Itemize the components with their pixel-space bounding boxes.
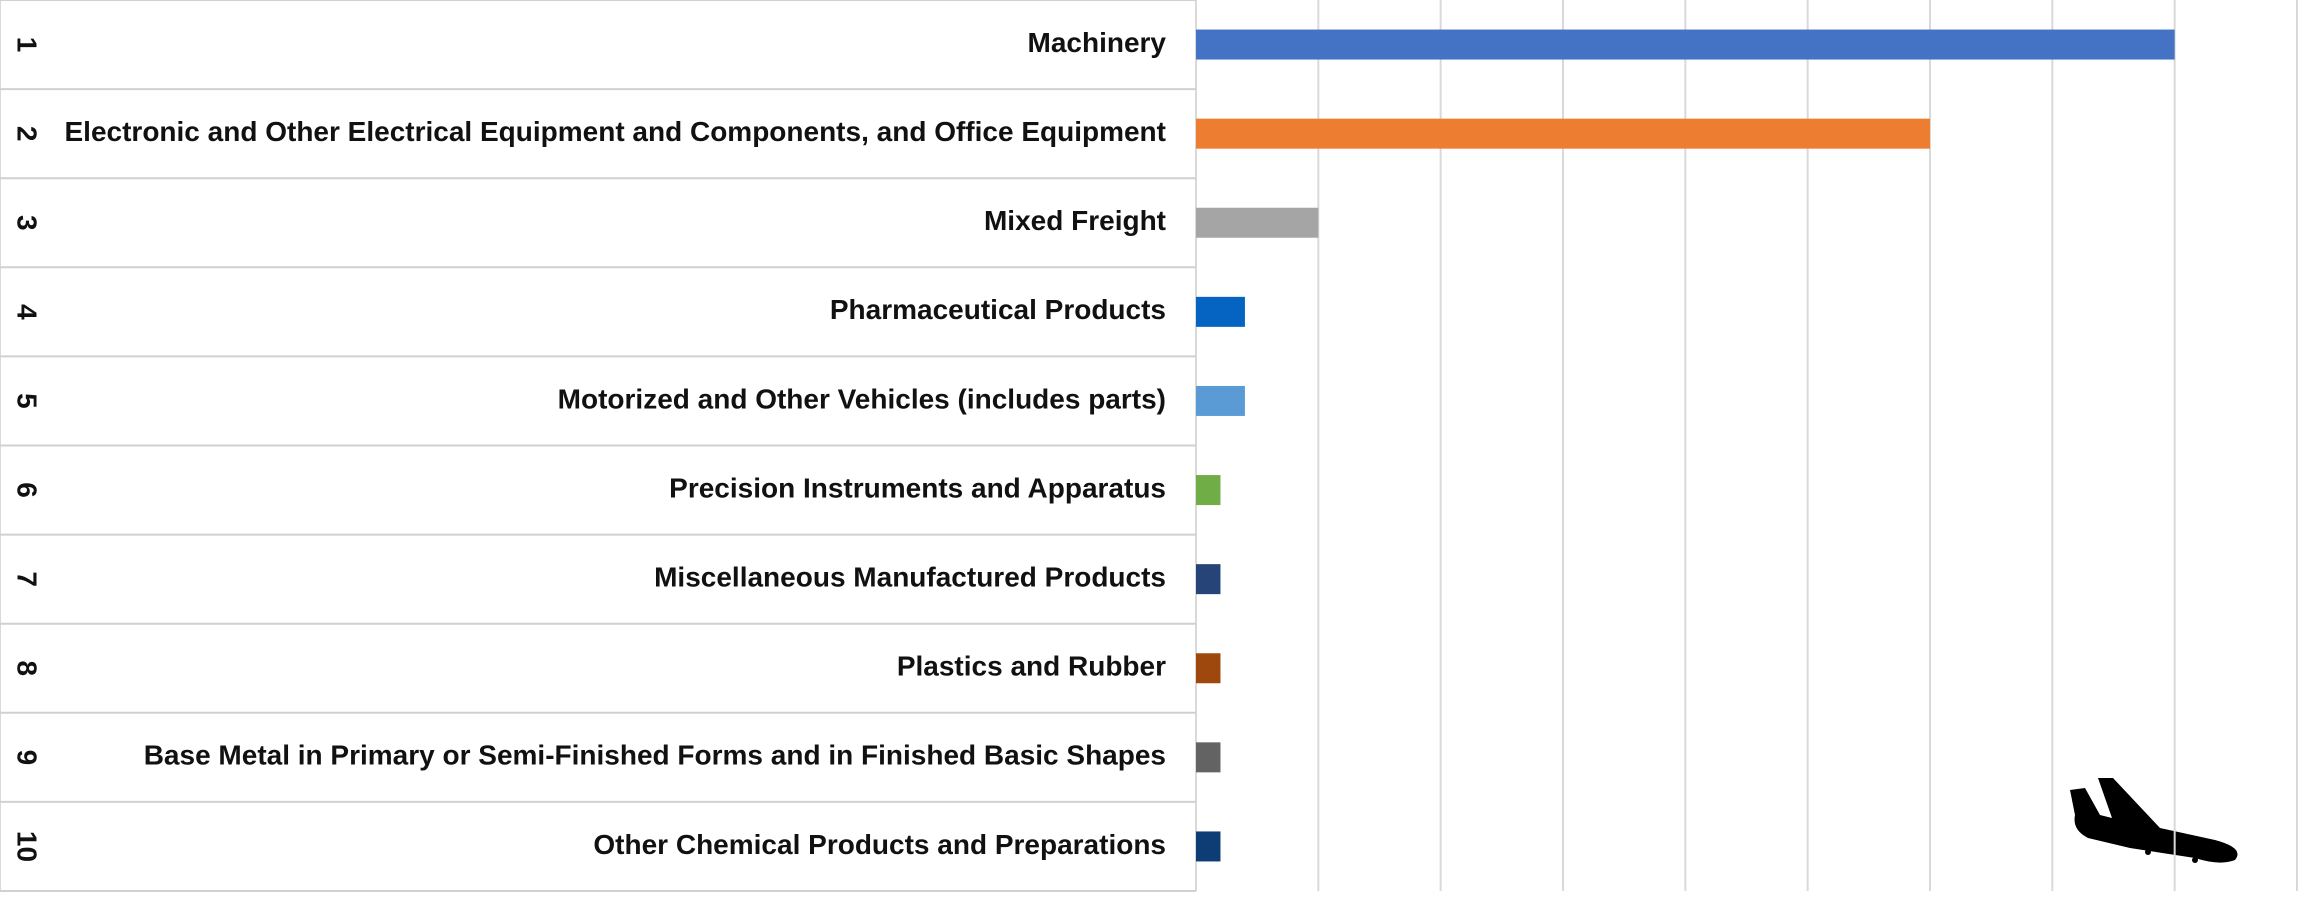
- rank-label: 3: [12, 215, 43, 231]
- rank-label: 9: [12, 750, 43, 766]
- rank-label: 1: [12, 37, 43, 53]
- bar: [1196, 564, 1221, 595]
- bar: [1196, 742, 1221, 773]
- airplane-icon: [2070, 778, 2238, 863]
- bar: [1196, 831, 1221, 862]
- category-label: Mixed Freight: [984, 205, 1166, 236]
- rank-label: 7: [12, 571, 43, 587]
- bar: [1196, 296, 1245, 327]
- rank-label: 6: [12, 482, 43, 498]
- bar: [1196, 118, 1930, 149]
- rank-label: 2: [12, 126, 43, 142]
- rank-label: 10: [12, 831, 43, 862]
- bar: [1196, 207, 1319, 238]
- category-label: Machinery: [1028, 27, 1167, 58]
- category-label: Miscellaneous Manufactured Products: [654, 562, 1166, 593]
- category-label: Other Chemical Products and Preparations: [593, 829, 1166, 860]
- bar: [1196, 475, 1221, 506]
- category-label: Pharmaceutical Products: [830, 294, 1166, 325]
- category-label: Motorized and Other Vehicles (includes p…: [558, 383, 1166, 414]
- bar: [1196, 385, 1245, 416]
- category-label: Plastics and Rubber: [897, 651, 1166, 682]
- rank-label: 8: [12, 660, 43, 676]
- category-label: Precision Instruments and Apparatus: [669, 472, 1166, 503]
- bar: [1196, 29, 2175, 60]
- rank-label: 4: [12, 304, 43, 320]
- category-label: Base Metal in Primary or Semi-Finished F…: [144, 740, 1166, 771]
- category-label: Electronic and Other Electrical Equipmen…: [65, 116, 1167, 147]
- rank-label: 5: [12, 393, 43, 409]
- bar: [1196, 653, 1221, 684]
